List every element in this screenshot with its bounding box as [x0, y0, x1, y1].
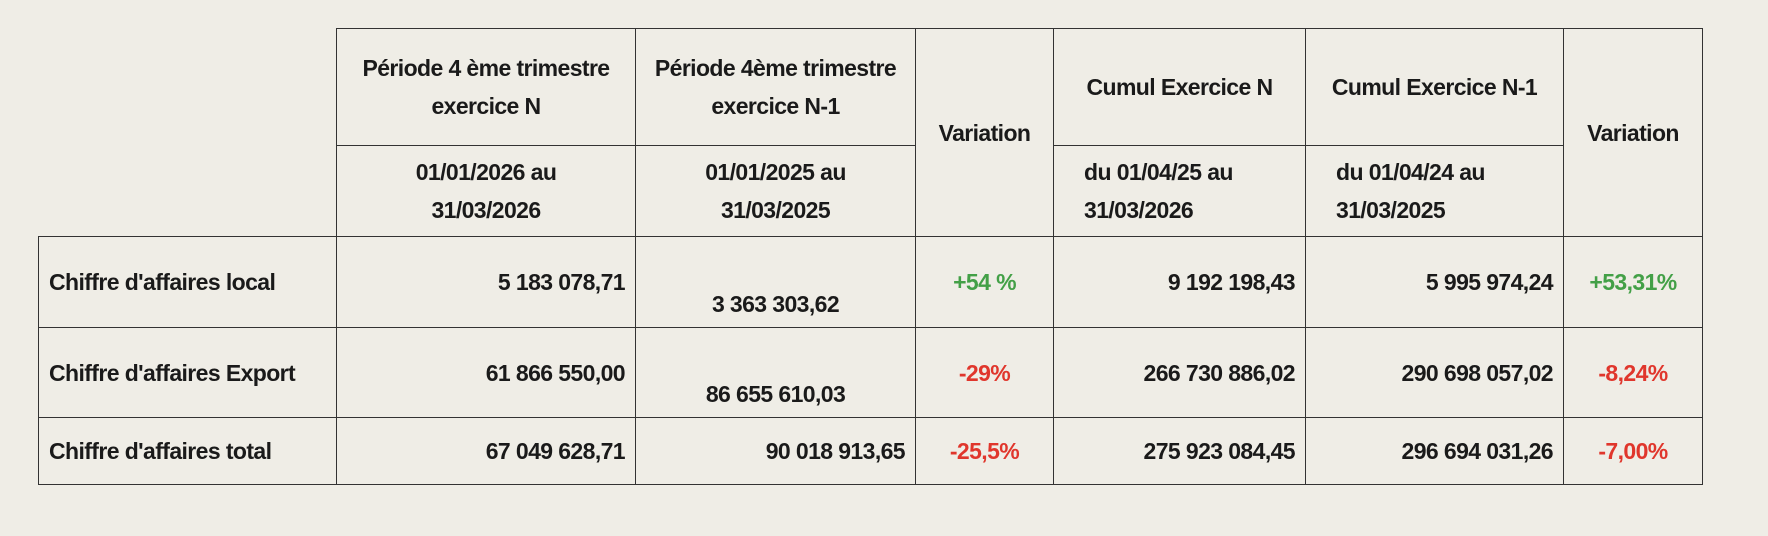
column-header: Cumul Exercice N-1	[1305, 28, 1564, 146]
empty-cell	[39, 29, 337, 237]
column-header: Période 4 ème trimestre exercice N	[336, 28, 636, 146]
period-header: 01/01/2025 au 31/03/2025	[635, 145, 916, 237]
table-row: Chiffre d'affaires local 5 183 078,71 3 36…	[38, 236, 1703, 328]
variation-cell: +54 %	[915, 236, 1054, 328]
variation-cell: -7,00%	[1563, 417, 1703, 485]
column-header: Cumul Exercice N	[1053, 28, 1306, 146]
table-row: 01/01/2026 au 31/03/2026 01/01/2025 au 31…	[39, 145, 1703, 237]
value-cell: 296 694 031,26	[1305, 417, 1564, 485]
table-row: Chiffre d'affaires total 67 049 628,71 90 …	[38, 417, 1703, 485]
variation-cell: -29%	[915, 327, 1054, 418]
value-cell: 67 049 628,71	[336, 417, 636, 485]
period-header: 01/01/2026 au 31/03/2026	[336, 145, 636, 237]
row-label: Chiffre d'affaires total	[38, 417, 337, 485]
period-header: du 01/04/24 au 31/03/2025	[1305, 145, 1564, 237]
value-cell: 290 698 057,02	[1305, 327, 1564, 418]
row-label: Chiffre d'affaires local	[38, 236, 337, 328]
value-cell: 5 995 974,24	[1305, 236, 1564, 328]
revenue-table: Période 4 ème trimestre exercice N Périod…	[38, 28, 1703, 485]
column-header: Période 4ème trimestre exercice N-1	[635, 28, 916, 146]
table-row: Période 4 ème trimestre exercice N Périod…	[39, 28, 1703, 237]
value-cell: 5 183 078,71	[336, 236, 636, 328]
value-cell: 266 730 886,02	[1053, 327, 1306, 418]
value-cell: 9 192 198,43	[1053, 236, 1306, 328]
value-cell: 86 655 610,03	[635, 327, 916, 418]
period-header: du 01/04/25 au 31/03/2026	[1053, 145, 1306, 237]
variation-cell: -25,5%	[915, 417, 1054, 485]
column-header: Variation	[1563, 28, 1703, 237]
row-label: Chiffre d'affaires Export	[38, 327, 337, 418]
column-header: Variation	[915, 28, 1054, 237]
value-cell: 90 018 913,65	[635, 417, 916, 485]
value-cell: 61 866 550,00	[336, 327, 636, 418]
table-body: Période 4 ème trimestre exercice N Périod…	[38, 28, 1703, 485]
variation-cell: -8,24%	[1563, 327, 1703, 418]
variation-cell: +53,31%	[1563, 236, 1703, 328]
table-row: Chiffre d'affaires Export 61 866 550,00 86…	[38, 327, 1703, 418]
value-cell: 275 923 084,45	[1053, 417, 1306, 485]
value-cell: 3 363 303,62	[635, 236, 916, 328]
